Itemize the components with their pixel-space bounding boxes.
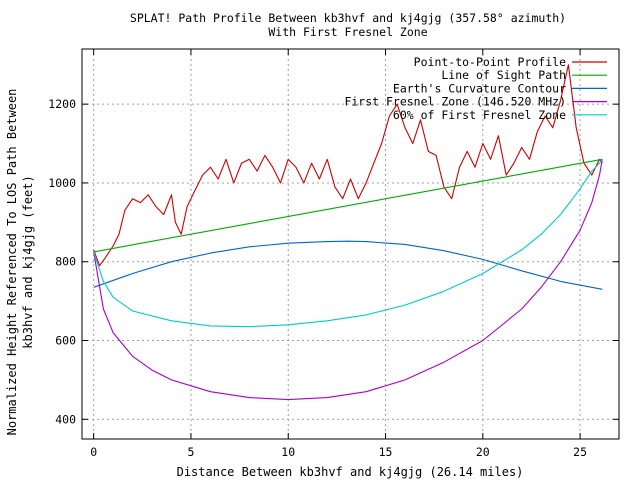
legend-label-4: First Fresnel Zone (146.520 MHz) <box>344 95 566 109</box>
chart-subtitle: With First Fresnel Zone <box>268 25 427 39</box>
x-axis-label: Distance Between kb3hvf and kj4gjg (26.1… <box>177 465 524 479</box>
legend-label-2: Line of Sight Path <box>441 68 566 82</box>
x-tick-label: 15 <box>379 445 393 459</box>
legend-label-5: 60% of First Fresnel Zone <box>393 108 566 122</box>
axis-ticks: 0 5 10 15 20 25 400 600 800 1000 1200 <box>48 49 619 459</box>
y-tick-label: 800 <box>55 255 76 269</box>
x-tick-label: 20 <box>476 445 490 459</box>
x-tick-label: 25 <box>573 445 587 459</box>
series-line-3 <box>93 240 603 290</box>
grid-lines <box>82 49 619 439</box>
series-line-1 <box>93 64 603 267</box>
y-tick-label: 1200 <box>48 97 76 111</box>
y-tick-label: 600 <box>55 334 76 348</box>
y-tick-label: 1000 <box>48 176 76 190</box>
plot-frame <box>81 48 620 440</box>
series-layer <box>93 64 603 401</box>
x-tick-label: 10 <box>281 445 295 459</box>
legend-label-1: Point-to-Point Profile <box>414 55 566 69</box>
chart-title: SPLAT! Path Profile Between kb3hvf and k… <box>130 11 566 25</box>
series-line-4 <box>93 159 603 401</box>
series-line-2 <box>93 158 603 253</box>
x-tick-label: 0 <box>90 445 97 459</box>
x-tick-label: 5 <box>187 445 194 459</box>
series-line-5 <box>93 158 603 328</box>
y-axis-label-line2: kb3hvf and kj4gjg (feet) <box>21 175 35 348</box>
y-axis-label-line1: Normalized Height Referenced To LOS Path… <box>5 89 19 436</box>
legend-label-3: Earth's Curvature Contour <box>393 81 566 95</box>
y-tick-label: 400 <box>55 412 76 426</box>
